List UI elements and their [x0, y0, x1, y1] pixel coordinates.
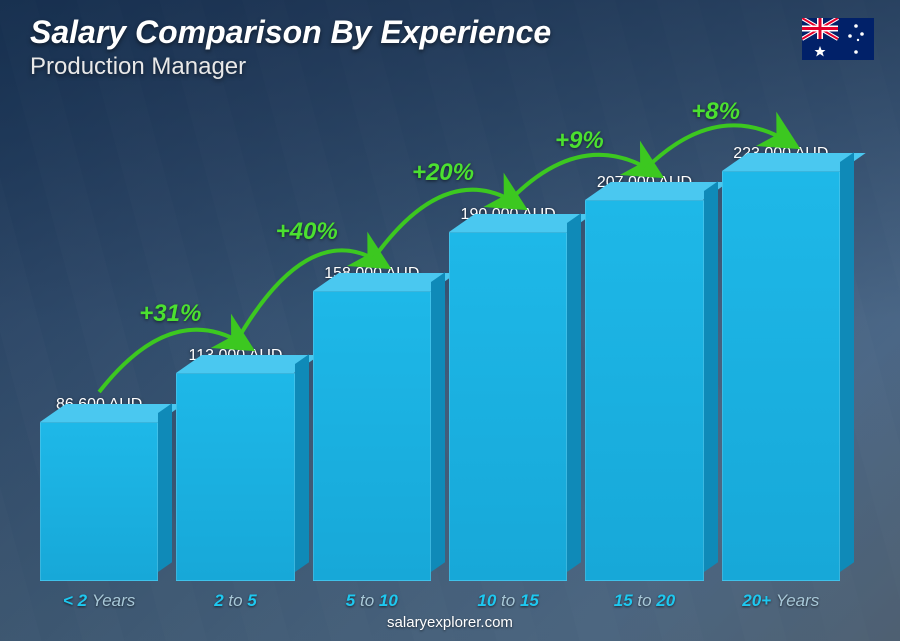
bar-front-face — [449, 232, 567, 581]
bar-side-face — [567, 213, 581, 572]
bar-side-face — [158, 403, 172, 572]
bar-front-face — [722, 171, 840, 581]
bar-group: 158,000 AUD 5 to 10 — [313, 111, 431, 581]
bar-3d — [722, 171, 840, 581]
bar-3d — [313, 291, 431, 581]
bar-side-face — [840, 152, 854, 572]
bar-side-face — [704, 181, 718, 572]
australia-flag-icon — [802, 18, 874, 60]
page-subtitle: Production Manager — [30, 53, 870, 81]
page-title: Salary Comparison By Experience — [30, 14, 870, 51]
bar-category-label: 20+ Years — [742, 591, 819, 611]
bar-group: 86,600 AUD < 2 Years — [40, 111, 158, 581]
bar-front-face — [585, 200, 703, 581]
bar-3d — [176, 373, 294, 581]
bar-group: 113,000 AUD 2 to 5 — [176, 111, 294, 581]
bar-front-face — [40, 422, 158, 581]
bar-category-label: 10 to 15 — [477, 591, 538, 611]
bar-category-label: 5 to 10 — [346, 591, 398, 611]
bar-side-face — [295, 354, 309, 572]
bar-group: 207,000 AUD 15 to 20 — [585, 111, 703, 581]
bar-3d — [585, 200, 703, 581]
bar-3d — [40, 422, 158, 581]
bar-category-label: < 2 Years — [63, 591, 135, 611]
bar-chart: 86,600 AUD < 2 Years 113,000 AUD 2 to 5 … — [40, 111, 840, 581]
header: Salary Comparison By Experience Producti… — [30, 14, 870, 81]
bar-front-face — [313, 291, 431, 581]
bar-category-label: 15 to 20 — [614, 591, 675, 611]
bar-group: 190,000 AUD 10 to 15 — [449, 111, 567, 581]
bar-3d — [449, 232, 567, 581]
bar-group: 223,000 AUD 20+ Years — [722, 111, 840, 581]
bar-front-face — [176, 373, 294, 581]
bar-side-face — [431, 272, 445, 572]
bar-category-label: 2 to 5 — [214, 591, 257, 611]
footer-attribution: salaryexplorer.com — [0, 614, 900, 631]
